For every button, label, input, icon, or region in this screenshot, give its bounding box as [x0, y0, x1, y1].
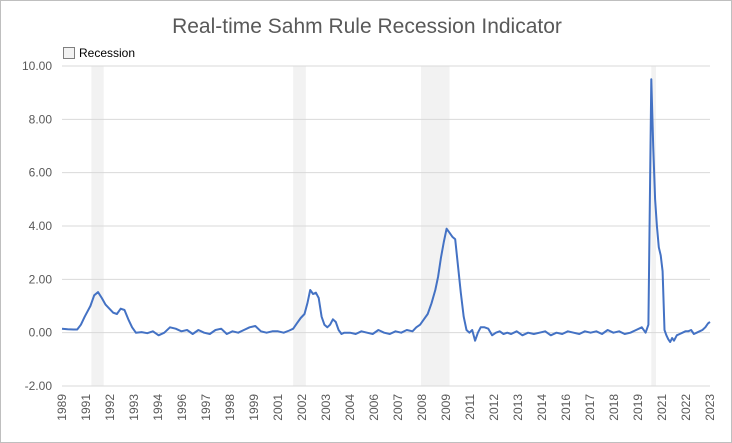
x-tick-label-15: 2008: [415, 394, 429, 421]
x-tick-label-26: 2022: [679, 394, 693, 421]
x-tick-label-0: 1989: [55, 394, 69, 421]
x-tick-label-17: 2011: [463, 394, 477, 420]
chart-title: Real-time Sahm Rule Recession Indicator: [172, 15, 562, 38]
x-tick-label-14: 2007: [391, 394, 405, 421]
x-tick-label-25: 2021: [655, 394, 669, 421]
x-tick-label-8: 1999: [247, 394, 261, 421]
x-tick-label-18: 2012: [487, 394, 501, 421]
x-tick-label-9: 2001: [271, 394, 285, 421]
x-tick-label-23: 2018: [607, 394, 621, 421]
y-tick-label-2: 6.00: [29, 166, 53, 180]
x-tick-label-7: 1998: [223, 394, 237, 421]
x-tick-label-5: 1996: [175, 394, 189, 421]
series-line-sahm-indicator: [61, 78, 711, 343]
x-tick-label-4: 1994: [151, 394, 165, 421]
x-tick-label-13: 2006: [367, 394, 381, 421]
x-tick-label-11: 2003: [319, 394, 333, 421]
x-tick-label-21: 2016: [559, 394, 573, 421]
y-tick-label-6: -2.00: [25, 379, 53, 393]
x-tick-label-6: 1997: [199, 394, 213, 421]
y-tick-label-3: 4.00: [29, 219, 53, 233]
x-tick-label-3: 1993: [127, 394, 141, 421]
y-tick-label-5: 0.00: [29, 326, 53, 340]
x-tick-label-2: 1992: [103, 394, 117, 421]
x-tick-label-20: 2014: [535, 394, 549, 421]
y-tick-label-0: 10.00: [22, 59, 52, 73]
legend-swatch-recession: [63, 47, 75, 59]
x-tick-label-22: 2017: [583, 394, 597, 421]
legend-label-recession: Recession: [79, 46, 136, 60]
y-tick-label-1: 8.00: [29, 112, 53, 126]
x-tick-label-10: 2002: [295, 394, 309, 421]
y-tick-label-4: 2.00: [29, 272, 53, 286]
x-tick-label-27: 2023: [703, 394, 717, 421]
x-tick-label-16: 2009: [439, 394, 453, 421]
x-tick-label-24: 2019: [631, 394, 645, 421]
x-tick-label-19: 2013: [511, 394, 525, 421]
x-tick-label-1: 1991: [79, 394, 93, 421]
legend: Recession: [63, 46, 135, 60]
x-tick-label-12: 2004: [343, 394, 357, 421]
